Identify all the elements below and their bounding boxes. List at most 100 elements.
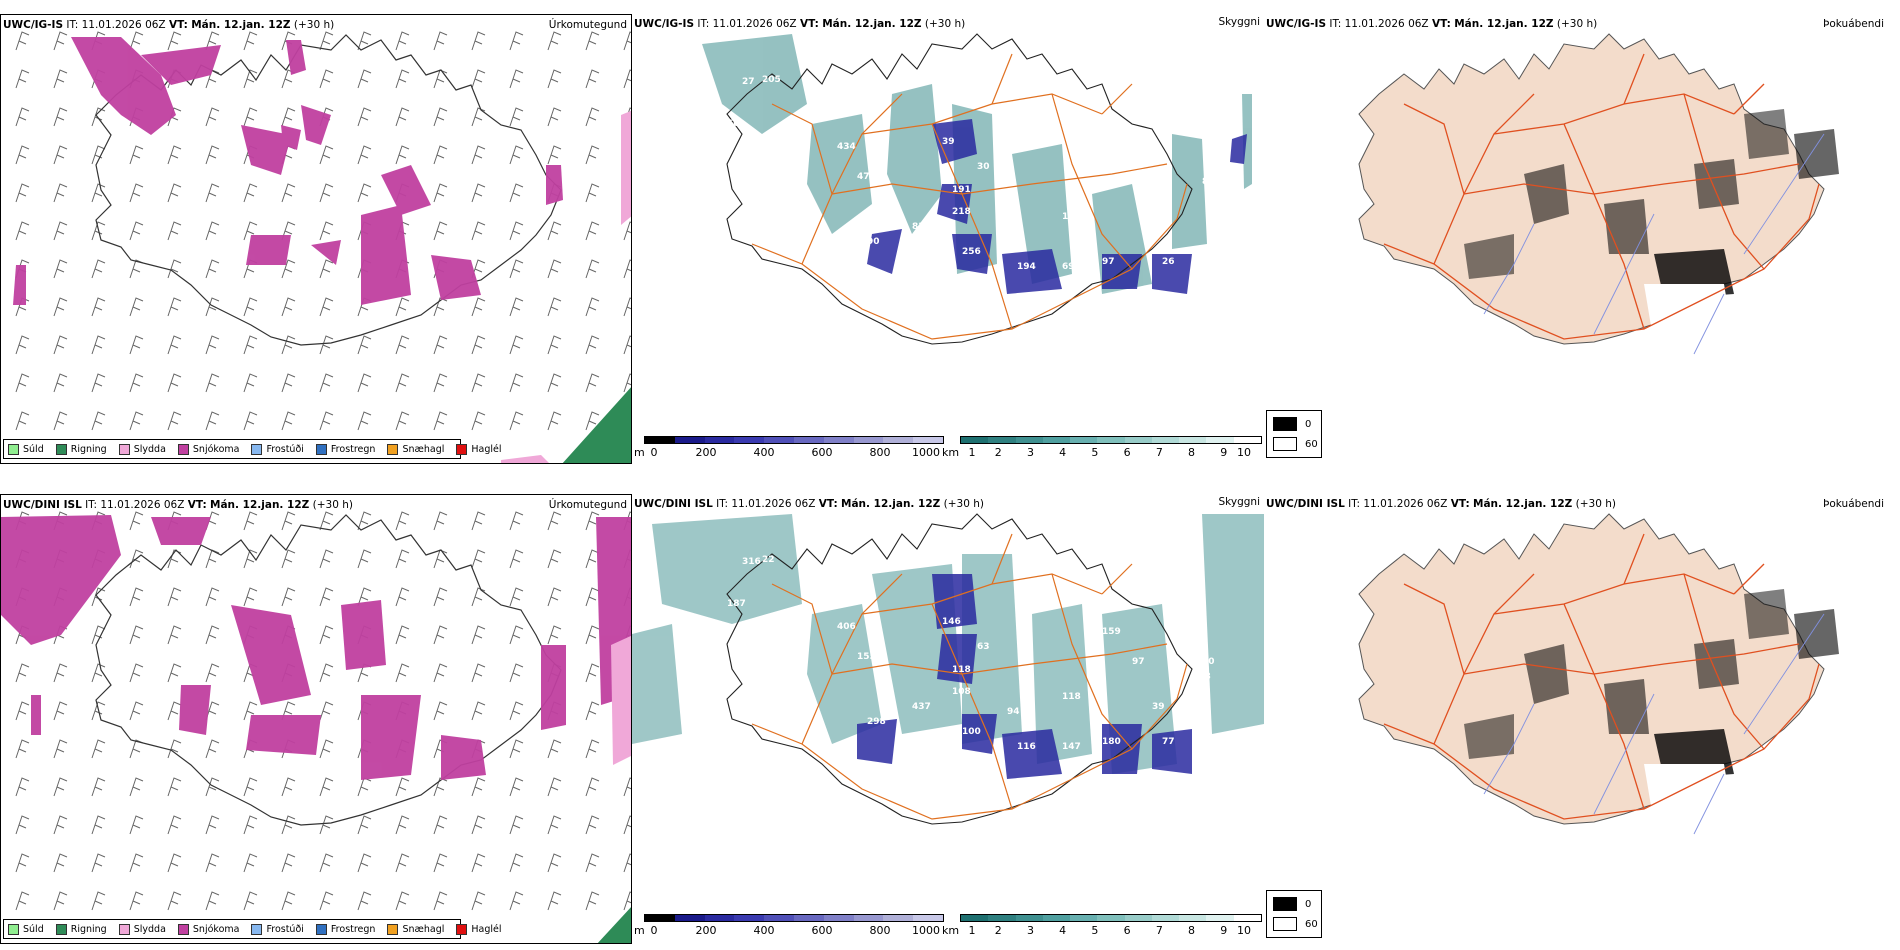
wind-barb — [433, 625, 448, 645]
colorbar-tick: 0 — [650, 446, 658, 459]
precip-type-panel: UWC/IG-IS IT: 11.01.2026 06Z VT: Mán. 12… — [0, 14, 632, 464]
wind-barb — [509, 259, 524, 279]
colorbar-tick: 10 — [1237, 924, 1251, 937]
wind-barb — [395, 663, 410, 683]
white-fog-area — [1644, 284, 1734, 344]
colorbar-segment — [853, 915, 884, 921]
wind-barb — [53, 335, 68, 355]
cloud-base-label: 22 — [762, 555, 775, 565]
wind-barb — [357, 891, 372, 911]
legend-label: Frostregn — [330, 443, 376, 455]
wind-barb — [53, 701, 68, 721]
colorbar-tick: 200 — [695, 924, 717, 937]
wind-barb — [357, 815, 372, 835]
precip-type-map — [1, 511, 631, 943]
wind-barb — [585, 183, 600, 203]
wind-barb — [91, 183, 106, 203]
cloud-base-label: 27 — [742, 77, 755, 87]
wind-barb — [243, 373, 258, 393]
wind-barb — [509, 335, 524, 355]
colorbar-segment — [1233, 437, 1261, 443]
fog-shading — [1464, 109, 1839, 299]
wind-barb — [585, 221, 600, 241]
wind-barb — [395, 411, 410, 431]
colorbar-segment — [1233, 915, 1261, 921]
wind-barb — [471, 777, 486, 797]
legend-swatch — [387, 923, 399, 935]
wind-barb — [509, 549, 524, 569]
cloud-base-label: 77 — [1162, 737, 1175, 747]
legend-label: Snjókoma — [192, 443, 240, 455]
wind-barb — [15, 183, 30, 203]
wind-barb — [281, 259, 296, 279]
cloud-base-label: 39 — [1152, 702, 1165, 712]
wind-barb — [243, 221, 258, 241]
legend-item: Frostregn — [315, 443, 376, 455]
legend-swatch — [118, 443, 130, 455]
wind-barb — [205, 31, 220, 51]
wind-barb — [243, 511, 258, 531]
wind-barb — [53, 777, 68, 797]
wind-barb — [129, 853, 144, 873]
wind-barb — [357, 587, 372, 607]
wind-barb — [585, 511, 600, 531]
visibility-colorbar: km 1 2 3 4 5 6 7 8 9 10 — [942, 436, 1262, 460]
wind-barb — [471, 411, 486, 431]
wind-barb — [509, 777, 524, 797]
wind-barb — [357, 549, 372, 569]
colorbar-tick: 1 — [968, 924, 976, 937]
colorbar-tick: 9 — [1220, 924, 1228, 937]
wind-barb — [357, 69, 372, 89]
wind-barb — [205, 891, 220, 911]
colorbar-segment — [764, 437, 794, 443]
wind-barb — [547, 549, 562, 569]
colorbar-segment — [1097, 437, 1125, 443]
wind-barb — [509, 411, 524, 431]
wind-barb — [471, 145, 486, 165]
wind-barb — [15, 777, 30, 797]
cloud-base-label: 298 — [867, 717, 886, 727]
wind-barbs — [15, 31, 631, 431]
wind-barb — [509, 31, 524, 51]
wind-barb — [205, 183, 220, 203]
wind-barb — [547, 777, 562, 797]
wind-barb — [509, 891, 524, 911]
wind-barb — [319, 69, 334, 89]
cloud-base-label: 434 — [837, 142, 856, 152]
precip-type-map — [13, 31, 631, 463]
wind-barb — [205, 663, 220, 683]
colorbar-tick: 3 — [1026, 924, 1034, 937]
slydda-area — [611, 635, 631, 765]
wind-barb — [243, 587, 258, 607]
colorbar-segment — [883, 437, 914, 443]
road-segment — [1463, 643, 1800, 675]
colorbar-unit: km — [942, 924, 960, 937]
wind-barb — [357, 145, 372, 165]
colorbar-segment — [674, 915, 705, 921]
colorbar-tick: 8 — [1188, 924, 1196, 937]
wind-barb — [129, 777, 144, 797]
road-segment — [1433, 573, 1535, 745]
road-segment — [1433, 93, 1535, 265]
colorbar-segment — [823, 437, 854, 443]
wind-barb — [15, 853, 30, 873]
wind-barb — [623, 815, 631, 835]
panel-title: Þokuábendi — [1823, 498, 1884, 510]
cloud-base-label: 47 — [857, 172, 870, 182]
wind-barb — [395, 145, 410, 165]
legend-label: Súld — [23, 443, 44, 455]
wind-barb — [547, 373, 562, 393]
wind-barb — [585, 815, 600, 835]
cloud-base-label: 69 — [1062, 262, 1075, 272]
road-segment — [831, 163, 1168, 195]
legend-item: Frostúði — [251, 923, 304, 935]
wind-barb — [585, 411, 600, 431]
colorbar-tick: 2 — [994, 924, 1002, 937]
wind-barb — [509, 183, 524, 203]
wind-barb — [509, 701, 524, 721]
road-segment — [1051, 573, 1133, 750]
legend-item: Haglél — [456, 923, 502, 935]
visibility-panel: UWC/IG-IS IT: 11.01.2026 06Z VT: Mán. 12… — [632, 14, 1264, 464]
cloud-base-label: 116 — [1017, 742, 1036, 752]
colorbar-tick: 5 — [1091, 446, 1099, 459]
